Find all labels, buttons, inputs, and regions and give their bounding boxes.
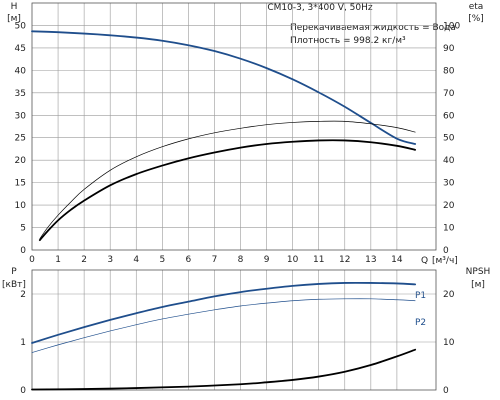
x-axis-label-unit: [м³/ч] — [432, 256, 458, 266]
bottom-series-line-p1 — [31, 281, 417, 344]
x-axis-label-name: Q — [421, 256, 428, 266]
y-right-label-bottom: NPSH — [466, 267, 491, 277]
bottom-y-right-tick-label: 20 — [443, 290, 455, 300]
bottom-y-left-tick-label: 1 — [20, 338, 26, 348]
top-y-left-tick-label: 20 — [15, 156, 27, 166]
bottom-y-right-tick-label: 0 — [443, 386, 449, 396]
bottom-plot-frame — [31, 269, 437, 391]
top-y-left-tick-label: 15 — [15, 179, 26, 189]
top-y-left-tick-label: 30 — [15, 111, 27, 121]
top-y-left-tick-label: 35 — [15, 89, 26, 99]
y-left-label-bottom: P — [11, 267, 17, 277]
top-y-right-tick-label: 10 — [443, 224, 455, 234]
plot-layer: 0510152025303540455001020304050607080901… — [15, 2, 460, 396]
x-tick-label: 8 — [238, 255, 244, 265]
top-plot-frame — [31, 2, 437, 251]
y-left-unit-top: [м] — [7, 14, 21, 24]
x-tick-label: 11 — [313, 255, 324, 265]
x-tick-label: 0 — [29, 255, 35, 265]
x-tick-label: 12 — [339, 255, 350, 265]
title-label: CM10-3, 3*400 V, 50Hz — [267, 3, 373, 13]
y-right-unit-top: [%] — [468, 14, 484, 24]
x-tick-label: 13 — [365, 255, 376, 265]
x-tick-label: 5 — [159, 255, 165, 265]
x-tick-label: 1 — [55, 255, 61, 265]
top-series-line-2 — [39, 120, 416, 240]
top-y-right-tick-label: 0 — [443, 246, 449, 256]
top-series-line-1 — [38, 139, 417, 242]
top-y-right-tick-label: 100 — [443, 21, 460, 31]
top-series-line-0 — [31, 30, 417, 145]
top-y-right-tick-label: 40 — [443, 156, 455, 166]
top-y-left-tick-label: 10 — [15, 201, 27, 211]
bottom-y-left-tick-label: 0 — [20, 386, 26, 396]
annotation-density: Плотность = 998.2 кг/м³ — [290, 36, 406, 46]
bottom-series-line-2 — [31, 348, 417, 391]
top-y-right-tick-label: 30 — [443, 179, 455, 189]
x-tick-label: 3 — [107, 255, 113, 265]
top-y-right-tick-label: 50 — [443, 134, 455, 144]
top-y-left-tick-label: 25 — [15, 134, 26, 144]
x-tick-label: 6 — [186, 255, 192, 265]
series-label-p1: P1 — [415, 291, 426, 301]
x-tick-label: 2 — [81, 255, 87, 265]
x-tick-label: 9 — [264, 255, 270, 265]
y-left-label-top: H — [11, 2, 18, 12]
top-y-left-tick-label: 0 — [20, 246, 26, 256]
bottom-y-right-tick-label: 10 — [443, 338, 455, 348]
x-tick-label: 4 — [133, 255, 139, 265]
top-y-right-tick-label: 80 — [443, 66, 455, 76]
top-y-right-tick-label: 70 — [443, 89, 455, 99]
top-y-left-tick-label: 45 — [15, 44, 26, 54]
y-left-unit-bottom: [кВт] — [2, 280, 26, 290]
y-right-unit-bottom: [м] — [471, 280, 485, 290]
top-y-right-tick-label: 60 — [443, 111, 455, 121]
y-right-label-top: eta — [469, 2, 484, 12]
top-y-left-tick-label: 5 — [20, 224, 26, 234]
top-y-right-tick-label: 90 — [443, 44, 455, 54]
bottom-y-left-tick-label: 2 — [20, 290, 26, 300]
x-tick-label: 7 — [212, 255, 218, 265]
top-y-right-tick-label: 20 — [443, 201, 455, 211]
top-y-left-tick-label: 40 — [15, 66, 27, 76]
annotation-liquid: Перекачиваемая жидкость = Вода — [290, 23, 456, 33]
series-label-p2: P2 — [415, 318, 426, 328]
x-tick-label: 14 — [391, 255, 403, 265]
x-tick-label: 10 — [287, 255, 299, 265]
bottom-series-line-p2 — [31, 298, 416, 353]
top-y-left-tick-label: 50 — [15, 21, 27, 31]
